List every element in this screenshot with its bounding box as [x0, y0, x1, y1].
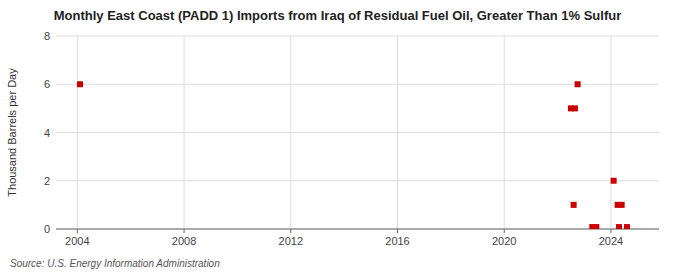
x-tick-label: 2020 — [492, 235, 516, 247]
x-tick-label: 2024 — [599, 235, 623, 247]
x-grid-line — [397, 36, 398, 229]
chart-title: Monthly East Coast (PADD 1) Imports from… — [54, 8, 622, 23]
x-grid-line — [184, 36, 185, 229]
data-point — [624, 224, 630, 229]
y-tick-label: 0 — [44, 223, 50, 235]
x-grid-line — [290, 36, 291, 229]
x-tick-label: 2008 — [172, 235, 196, 247]
data-point — [611, 178, 617, 184]
x-tick-mark — [610, 229, 611, 233]
x-axis-line — [56, 229, 659, 230]
x-tick-label: 2016 — [385, 235, 409, 247]
x-grid-line — [610, 36, 611, 229]
data-point — [616, 224, 622, 229]
x-tick-label: 2012 — [279, 235, 303, 247]
data-point — [593, 224, 599, 229]
x-tick-mark — [397, 229, 398, 233]
grid — [56, 36, 659, 229]
y-axis-label: Thousand Barrels per Day — [6, 68, 18, 197]
data-point — [619, 202, 625, 208]
y-tick-label: 6 — [44, 78, 50, 90]
data-point — [77, 81, 83, 87]
y-grid-line — [56, 84, 659, 85]
data-point — [575, 81, 581, 87]
chart-container: Monthly East Coast (PADD 1) Imports from… — [0, 0, 675, 275]
data-point — [571, 202, 577, 208]
x-grid-line — [77, 36, 78, 229]
x-tick-mark — [184, 229, 185, 233]
x-tick-label: 2004 — [65, 235, 89, 247]
y-grid-line — [56, 180, 659, 181]
x-grid-line — [504, 36, 505, 229]
x-tick-mark — [290, 229, 291, 233]
x-tick-mark — [77, 229, 78, 233]
y-grid-line — [56, 36, 659, 37]
y-tick-label: 8 — [44, 30, 50, 42]
y-tick-label: 4 — [44, 127, 50, 139]
y-tick-label: 2 — [44, 175, 50, 187]
y-grid-line — [56, 132, 659, 133]
axes: 0 2 4 6 8 2004 2008 2012 2016 2020 2024 — [44, 30, 659, 247]
x-tick-mark — [504, 229, 505, 233]
chart-svg: Monthly East Coast (PADD 1) Imports from… — [0, 0, 675, 275]
data-point — [572, 105, 578, 111]
y-grid-line — [56, 229, 659, 230]
points — [77, 81, 630, 229]
source-note: Source: U.S. Energy Information Administ… — [10, 258, 220, 269]
